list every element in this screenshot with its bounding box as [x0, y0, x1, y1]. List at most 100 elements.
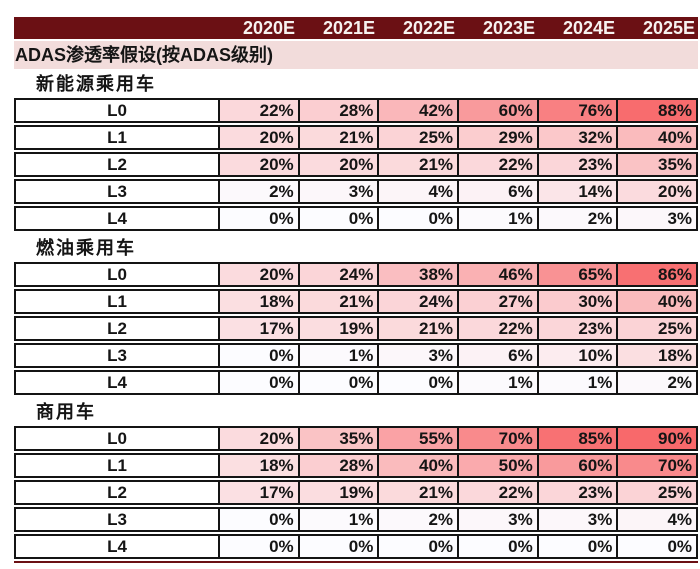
value-cell: 2% [218, 181, 298, 202]
value-cell: 20% [218, 127, 298, 148]
value-cell: 18% [218, 291, 298, 312]
section-header: 燃油乘用车 [14, 233, 698, 262]
value-cell: 4% [616, 509, 697, 530]
value-cell: 35% [616, 154, 697, 175]
value-cell: 1% [457, 208, 537, 229]
table-row: L4 0% 0% 0% 0% 0% 0% [14, 534, 698, 559]
table-row: L2 17% 19% 21% 22% 23% 25% [14, 480, 698, 505]
year-header-2020E: 2020E [242, 18, 295, 38]
value-cell: 0% [297, 208, 378, 229]
table-row: L3 2% 3% 4% 6% 14% 20% [14, 179, 698, 204]
value-cell: 60% [457, 100, 537, 121]
value-cell: 20% [297, 154, 378, 175]
value-cell: 21% [297, 291, 378, 312]
value-cell: 86% [616, 264, 697, 285]
table-row: L0 20% 24% 38% 46% 65% 86% [14, 262, 698, 287]
value-cell: 65% [536, 264, 617, 285]
value-cell: 76% [536, 100, 617, 121]
value-cell: 23% [536, 318, 617, 339]
value-cell: 29% [457, 127, 537, 148]
value-cell: 1% [536, 372, 617, 393]
value-cell: 23% [536, 482, 617, 503]
value-cell: 30% [536, 291, 617, 312]
row-label: L1 [16, 291, 218, 312]
row-label: L0 [16, 428, 218, 449]
value-cell: 21% [377, 482, 458, 503]
value-cell: 3% [457, 509, 537, 530]
table-row: L0 22% 28% 42% 60% 76% 88% [14, 98, 698, 123]
value-cell: 20% [218, 154, 298, 175]
value-cell: 0% [218, 509, 298, 530]
section-header: 新能源乘用车 [14, 69, 698, 98]
value-cell: 0% [218, 536, 298, 557]
year-header-2022E: 2022E [402, 18, 455, 38]
value-cell: 14% [536, 181, 617, 202]
value-cell: 40% [377, 455, 458, 476]
value-cell: 21% [377, 154, 458, 175]
value-cell: 42% [377, 100, 458, 121]
section-table: L0 20% 35% 55% 70% 85% 90% L1 18% 28% 40% 50% 60% 70%… [14, 426, 698, 559]
row-label: L2 [16, 318, 218, 339]
value-cell: 19% [297, 318, 378, 339]
value-cell: 50% [457, 455, 537, 476]
table-row: L4 0% 0% 0% 1% 2% 3% [14, 206, 698, 231]
value-cell: 20% [616, 181, 697, 202]
row-label: L2 [16, 154, 218, 175]
value-cell: 21% [377, 318, 458, 339]
value-cell: 0% [218, 345, 298, 366]
value-cell: 25% [377, 127, 458, 148]
value-cell: 28% [297, 455, 378, 476]
value-cell: 85% [536, 428, 617, 449]
table-row: L4 0% 0% 0% 1% 1% 2% [14, 370, 698, 395]
value-cell: 0% [297, 536, 378, 557]
value-cell: 40% [616, 291, 697, 312]
row-label: L4 [16, 208, 218, 229]
row-label: L0 [16, 264, 218, 285]
value-cell: 0% [616, 536, 697, 557]
row-label: L2 [16, 482, 218, 503]
year-header-row: 2020E 2021E 2022E 2023E 2024E 2025E [14, 17, 698, 39]
value-cell: 32% [536, 127, 617, 148]
row-label: L1 [16, 127, 218, 148]
year-header-2021E: 2021E [322, 18, 375, 38]
value-cell: 0% [377, 372, 458, 393]
value-cell: 70% [616, 455, 697, 476]
value-cell: 22% [457, 318, 537, 339]
value-cell: 0% [536, 536, 617, 557]
value-cell: 25% [616, 482, 697, 503]
value-cell: 2% [377, 509, 458, 530]
value-cell: 25% [616, 318, 697, 339]
value-cell: 46% [457, 264, 537, 285]
value-cell: 0% [377, 208, 458, 229]
row-label: L4 [16, 536, 218, 557]
value-cell: 22% [218, 100, 298, 121]
value-cell: 6% [457, 345, 537, 366]
value-cell: 24% [377, 291, 458, 312]
value-cell: 0% [377, 536, 458, 557]
value-cell: 88% [616, 100, 697, 121]
value-cell: 18% [616, 345, 697, 366]
table-row: L3 0% 1% 3% 6% 10% 18% [14, 343, 698, 368]
value-cell: 1% [297, 345, 378, 366]
bottom-accent-line [14, 561, 698, 563]
value-cell: 55% [377, 428, 458, 449]
year-header-2024E: 2024E [562, 18, 615, 38]
value-cell: 22% [457, 154, 537, 175]
value-cell: 1% [297, 509, 378, 530]
value-cell: 10% [536, 345, 617, 366]
value-cell: 2% [616, 372, 697, 393]
value-cell: 0% [457, 536, 537, 557]
value-cell: 40% [616, 127, 697, 148]
value-cell: 20% [218, 428, 298, 449]
value-cell: 23% [536, 154, 617, 175]
value-cell: 19% [297, 482, 378, 503]
value-cell: 2% [536, 208, 617, 229]
table-row: L3 0% 1% 2% 3% 3% 4% [14, 507, 698, 532]
table-row: L1 20% 21% 25% 29% 32% 40% [14, 125, 698, 150]
table-row: L2 17% 19% 21% 22% 23% 25% [14, 316, 698, 341]
value-cell: 3% [297, 181, 378, 202]
value-cell: 90% [616, 428, 697, 449]
row-label: L3 [16, 345, 218, 366]
value-cell: 6% [457, 181, 537, 202]
row-label: L1 [16, 455, 218, 476]
